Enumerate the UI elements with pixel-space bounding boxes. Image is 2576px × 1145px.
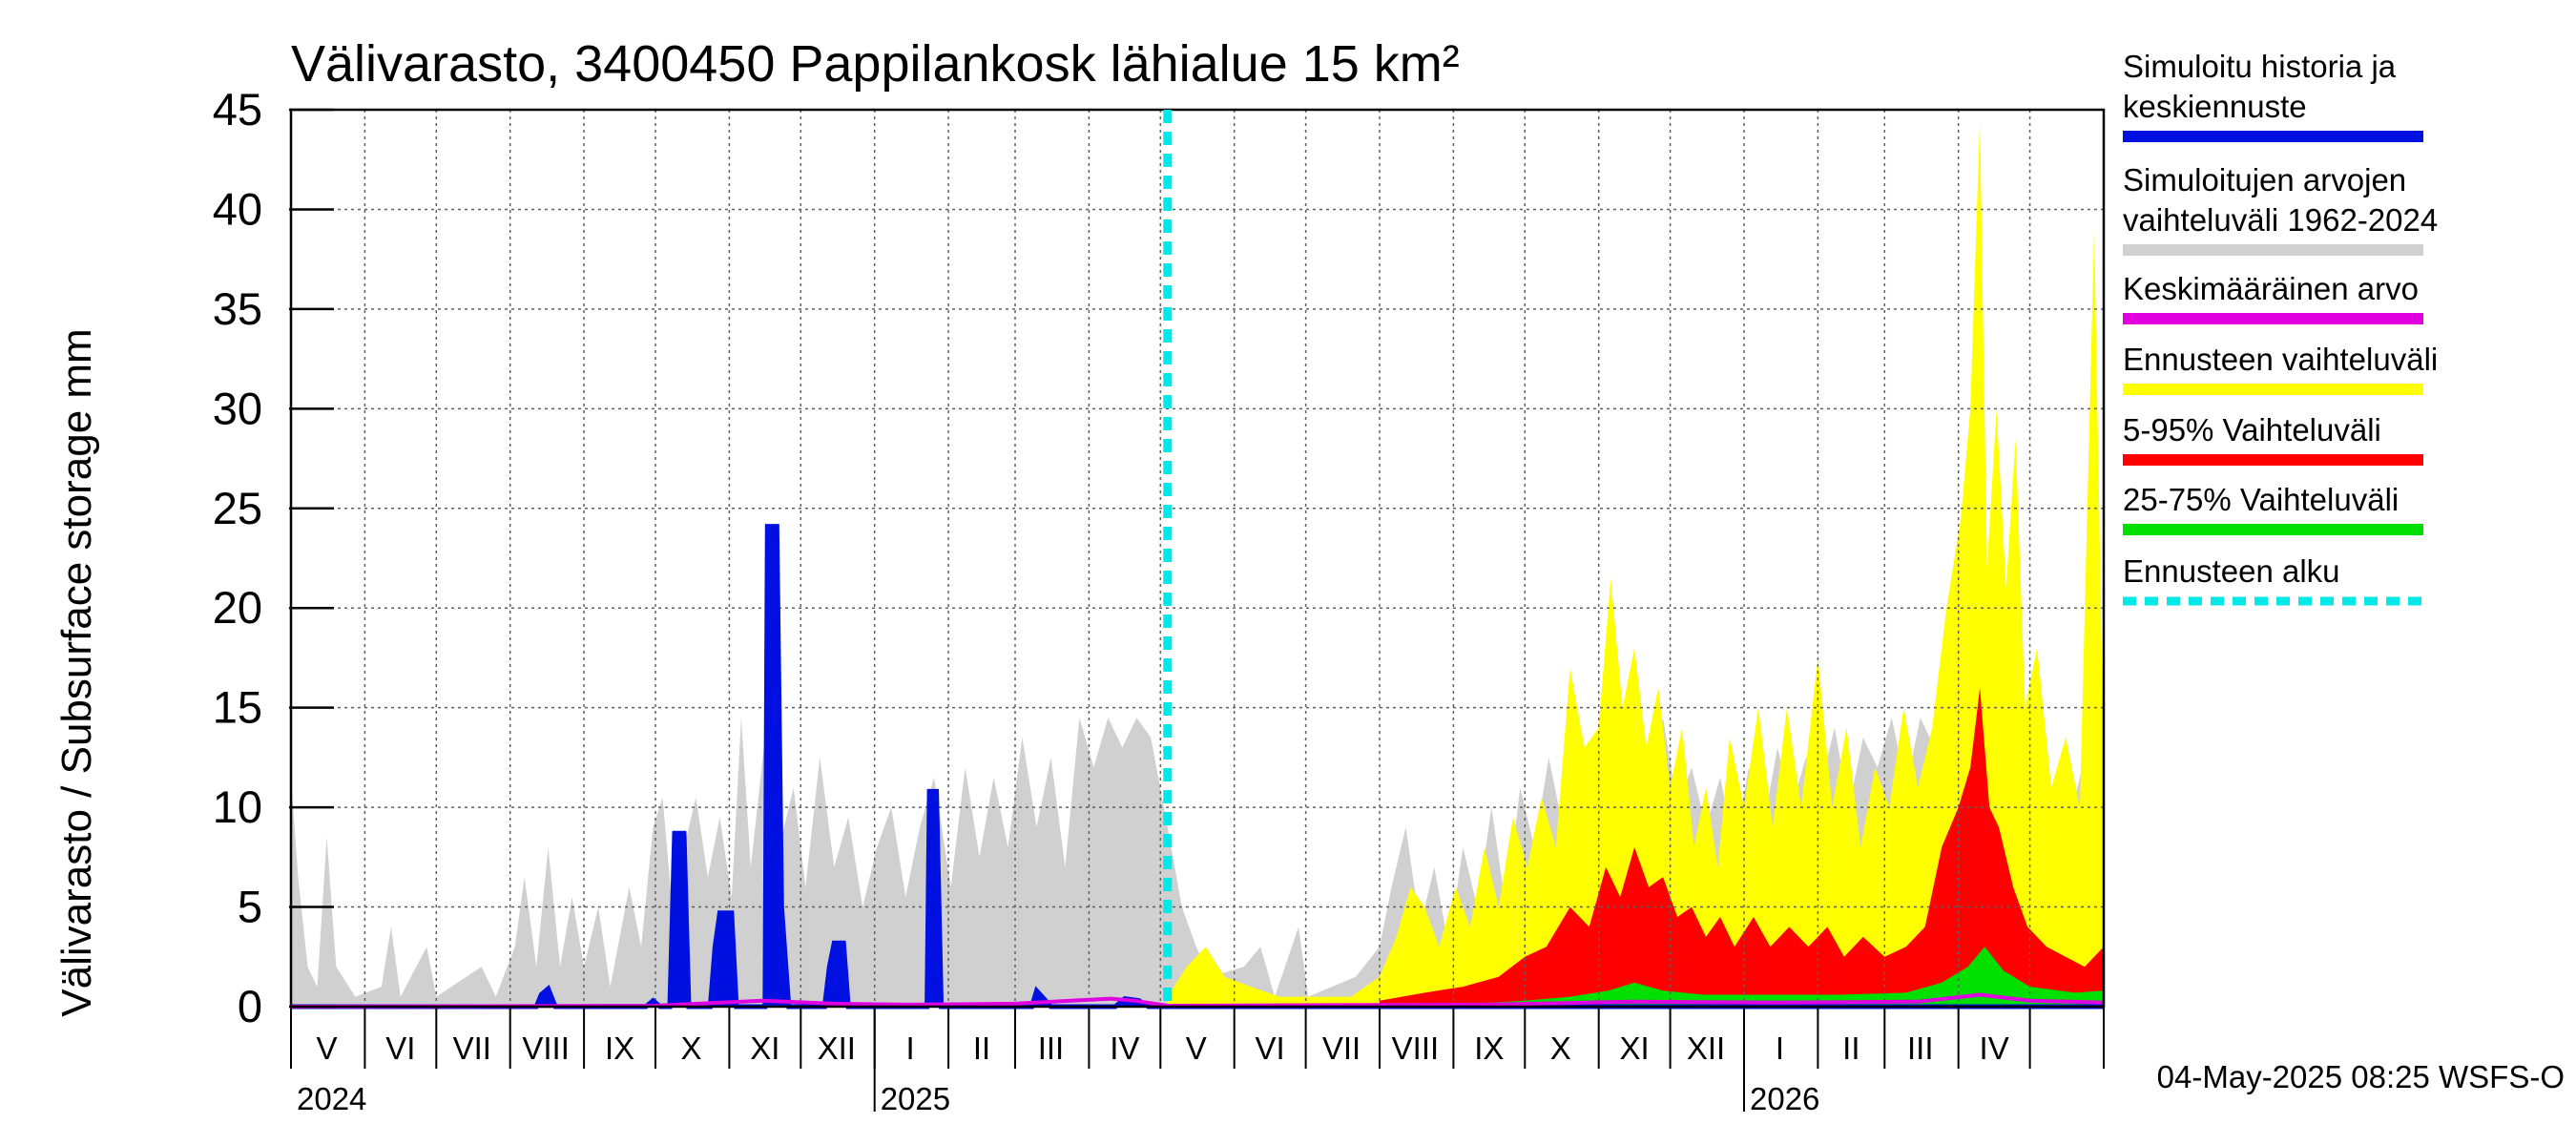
y-tick-label: 20 bbox=[213, 582, 262, 633]
y-tick-label: 10 bbox=[213, 781, 262, 832]
legend-item-25-75-vaihteluv-li: 25-75% Vaihteluväli bbox=[2123, 482, 2423, 535]
legend-label: 5-95% Vaihteluväli bbox=[2123, 412, 2381, 448]
month-label: IX bbox=[1474, 1030, 1504, 1066]
month-label: V bbox=[316, 1030, 337, 1066]
y-tick-label: 25 bbox=[213, 483, 262, 533]
month-label: IV bbox=[1110, 1030, 1139, 1066]
legend-label: Ennusteen alku bbox=[2123, 553, 2340, 589]
chart-title: Välivarasto, 3400450 Pappilankosk lähial… bbox=[291, 35, 1460, 93]
month-label: VII bbox=[453, 1030, 491, 1066]
legend-item-simuloitu-historia-ja-keskiennuste: Simuloitu historia ja keskiennuste bbox=[2123, 49, 2423, 142]
year-label: 2025 bbox=[881, 1081, 950, 1116]
month-label: VI bbox=[1256, 1030, 1285, 1066]
series-line-keskim-r-inen-arvo bbox=[290, 992, 2105, 1009]
y-tick-label: 30 bbox=[213, 383, 262, 433]
series-band-25-75-vaihteluv-li bbox=[1453, 947, 2104, 1007]
legend-label: Ennusteen vaihteluväli bbox=[2123, 342, 2438, 377]
legend-item-5-95-vaihteluv-li: 5-95% Vaihteluväli bbox=[2123, 412, 2423, 466]
series-line-simuloitu-historia-ja-keskiennuste bbox=[291, 524, 2104, 1010]
y-tick-label: 35 bbox=[213, 283, 262, 334]
month-label: III bbox=[1907, 1030, 1934, 1066]
y-tick-label: 40 bbox=[213, 183, 262, 234]
month-label: II bbox=[1842, 1030, 1859, 1066]
legend-item-keskim-r-inen-arvo: Keskimääräinen arvo bbox=[2123, 271, 2423, 324]
month-label: I bbox=[906, 1030, 915, 1066]
month-label: XII bbox=[818, 1030, 856, 1066]
month-label: XI bbox=[750, 1030, 779, 1066]
legend-item-ennusteen-alku: Ennusteen alku bbox=[2123, 553, 2423, 606]
month-label: X bbox=[680, 1030, 701, 1066]
month-label: IX bbox=[605, 1030, 634, 1066]
month-label: II bbox=[973, 1030, 990, 1066]
line-layer bbox=[290, 524, 2105, 1010]
year-label: 2024 bbox=[297, 1081, 366, 1116]
y-axis-label: Välivarasto / Subsurface storage mm bbox=[53, 328, 100, 1016]
y-tick-label: 15 bbox=[213, 682, 262, 733]
y-tick-label: 0 bbox=[238, 981, 262, 1031]
year-label: 2026 bbox=[1750, 1081, 1819, 1116]
month-label: IV bbox=[1980, 1030, 2009, 1066]
series-band-5-95-vaihteluv-li bbox=[1380, 687, 2104, 1007]
grid-layer bbox=[291, 109, 2104, 1007]
legend-item-simuloitujen-arvojen-vaihteluv-li-1962-2024: Simuloitujen arvojen vaihteluväli 1962-20… bbox=[2123, 162, 2438, 256]
timestamp-label: 04-May-2025 08:25 WSFS-O bbox=[2157, 1059, 2565, 1094]
legend: Simuloitu historia ja keskiennuste Simuloi… bbox=[2123, 49, 2438, 606]
month-label: XI bbox=[1620, 1030, 1650, 1066]
month-label: X bbox=[1550, 1030, 1571, 1066]
month-label: III bbox=[1038, 1030, 1065, 1066]
month-label: VI bbox=[385, 1030, 415, 1066]
legend-label: Simuloitujen arvojen vaihteluväli 1962-20… bbox=[2123, 162, 2438, 238]
month-label: V bbox=[1186, 1030, 1207, 1066]
month-label: VIII bbox=[1392, 1030, 1440, 1066]
legend-label: Keskimääräinen arvo bbox=[2123, 271, 2419, 306]
month-label: VII bbox=[1322, 1030, 1361, 1066]
month-label: VIII bbox=[522, 1030, 570, 1066]
y-tick-label: 45 bbox=[213, 84, 262, 135]
legend-label: Simuloitu historia ja keskiennuste bbox=[2123, 49, 2397, 124]
y-tick-label: 5 bbox=[238, 882, 262, 932]
legend-label: 25-75% Vaihteluväli bbox=[2123, 482, 2399, 517]
plot-frame bbox=[289, 108, 2106, 1009]
legend-item-ennusteen-vaihteluv-li: Ennusteen vaihteluväli bbox=[2123, 342, 2438, 395]
month-label: XII bbox=[1687, 1030, 1725, 1066]
band-layer bbox=[291, 119, 2104, 1007]
month-label: I bbox=[1776, 1030, 1784, 1066]
